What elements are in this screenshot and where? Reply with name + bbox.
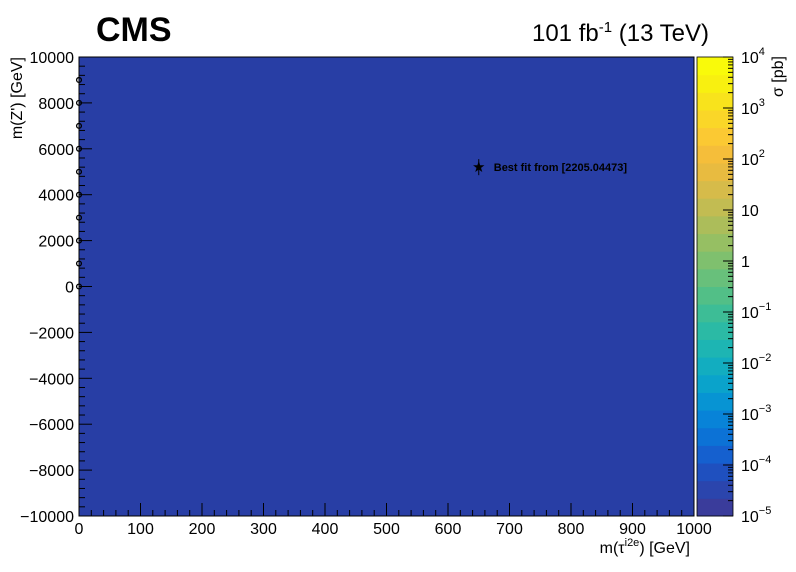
y-axis-label: m(Z') [GeV] <box>9 57 26 139</box>
z-tick-label: 10−4 <box>741 454 771 475</box>
z-tick-label: 102 <box>741 148 765 169</box>
z-tick-label: 10 <box>741 203 759 220</box>
colorbar-band <box>697 92 733 111</box>
z-tick-label: 104 <box>741 46 765 67</box>
y-tick-label: −6000 <box>29 417 74 434</box>
colorbar-band <box>697 127 733 146</box>
colorbar-band <box>697 162 733 182</box>
colorbar-band <box>697 180 733 199</box>
plot-area <box>79 57 694 516</box>
colorbar-band <box>697 145 733 164</box>
colorbar-frame <box>696 56 734 517</box>
x-tick-label: 500 <box>373 521 400 538</box>
colorbar-band <box>697 215 733 235</box>
colorbar-band <box>697 410 733 429</box>
x-tick-label: 600 <box>435 521 462 538</box>
colorbar-band <box>697 463 733 482</box>
colorbar-band <box>697 268 733 287</box>
colorbar-band <box>697 57 733 76</box>
colorbar-band <box>697 304 733 323</box>
z-tick-label: 10−1 <box>741 301 771 322</box>
z-tick-label: 1 <box>741 254 750 271</box>
colorbar-band <box>697 109 733 129</box>
z-tick-label: 10−2 <box>741 352 771 373</box>
experiment-label: CMS <box>96 11 172 49</box>
x-tick-label: 700 <box>496 521 523 538</box>
colorbar-band <box>697 286 733 305</box>
x-tick-label: 900 <box>619 521 646 538</box>
colorbar-band <box>697 498 733 517</box>
x-tick-label: 400 <box>312 521 339 538</box>
x-tick-label: 200 <box>189 521 216 538</box>
colorbar-band <box>697 357 733 376</box>
colorbar-band <box>697 374 733 393</box>
y-tick-label: −10000 <box>20 509 74 526</box>
colorbar-band <box>697 445 733 464</box>
colorbar-band <box>697 480 733 499</box>
y-tick-label: 10000 <box>30 50 75 67</box>
luminosity-label: 101 fb-1 (13 TeV) <box>532 19 709 47</box>
y-tick-label: 6000 <box>38 142 74 159</box>
x-tick-label: 0 <box>75 521 84 538</box>
x-tick-label: 300 <box>250 521 277 538</box>
colorbar-band <box>697 392 733 411</box>
colorbar-band <box>697 233 733 252</box>
x-tick-label: 100 <box>127 521 154 538</box>
z-tick-label: 103 <box>741 97 765 118</box>
best-fit-label: Best fit from [2205.04473] <box>494 162 628 174</box>
colorbar-band <box>697 251 733 270</box>
x-tick-label: 1000 <box>676 521 712 538</box>
y-tick-label: 8000 <box>38 96 74 113</box>
y-tick-label: 4000 <box>38 188 74 205</box>
x-tick-label: 800 <box>558 521 585 538</box>
z-axis-label: σ [pb] <box>770 56 787 97</box>
colorbar-band <box>697 74 733 93</box>
y-tick-label: −8000 <box>29 463 74 480</box>
colorbar-band <box>697 198 733 217</box>
x-axis-label: m(τi2e) [GeV] <box>600 537 690 557</box>
z-tick-label: 10−5 <box>741 505 771 526</box>
colorbar-band <box>697 321 733 340</box>
y-tick-label: −4000 <box>29 371 74 388</box>
y-tick-label: −2000 <box>29 325 74 342</box>
y-tick-label: 2000 <box>38 234 74 251</box>
z-tick-label: 10−3 <box>741 403 771 424</box>
y-tick-label: 0 <box>65 280 74 297</box>
colorbar-band <box>697 339 733 358</box>
colorbar-band <box>697 427 733 446</box>
